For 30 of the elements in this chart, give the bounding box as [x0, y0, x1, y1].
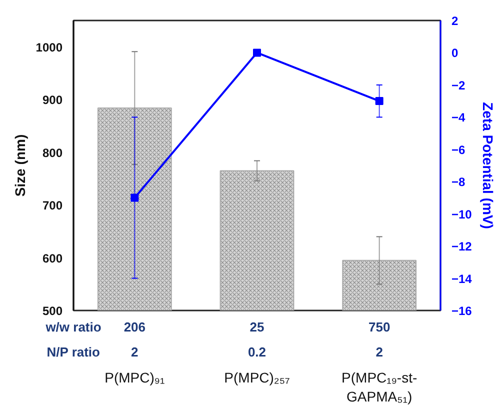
y2-tick-label: 2	[452, 14, 458, 28]
text: N/P ratio	[46, 344, 100, 360]
y2-tick-label: −4	[452, 110, 466, 125]
text: 0.2	[248, 344, 266, 360]
y2-axis-title: Zeta Potential (mV)	[480, 102, 496, 229]
y-tick-label: 600	[42, 251, 63, 266]
y-tick-label: 700	[42, 198, 63, 213]
text: 206	[124, 320, 146, 334]
y2-tick-label: −6	[452, 142, 466, 157]
y-tick-label: 1000	[36, 40, 63, 54]
y2-tick-label: −10	[452, 207, 472, 222]
x-tick-label: P(MPC)₂₅₇	[224, 370, 290, 386]
y-axis-title: Size (nm)	[12, 134, 28, 197]
text: 2	[131, 344, 138, 360]
y2-tick-label: −16	[452, 304, 472, 318]
y2-tick-label: −2	[452, 78, 466, 92]
x-tick-label: P(MPC)₉₁	[104, 370, 165, 386]
y2-tick-label: −14	[452, 272, 472, 286]
point	[253, 48, 261, 57]
text: 25	[250, 320, 264, 334]
text: 2	[376, 344, 383, 360]
text: 750	[368, 320, 390, 334]
x-tick-label: P(MPC₁₉-st- GAPMA₅₁)	[342, 370, 418, 405]
y2-tick-label: −8	[452, 175, 466, 190]
y-tick-label: 900	[42, 93, 63, 108]
y-tick-label: 500	[42, 304, 63, 318]
y2-tick-label: 0	[452, 46, 458, 60]
y-tick-label: 800	[42, 146, 63, 160]
text: w/w ratio	[44, 320, 102, 334]
y2-tick-label: −12	[452, 240, 472, 254]
